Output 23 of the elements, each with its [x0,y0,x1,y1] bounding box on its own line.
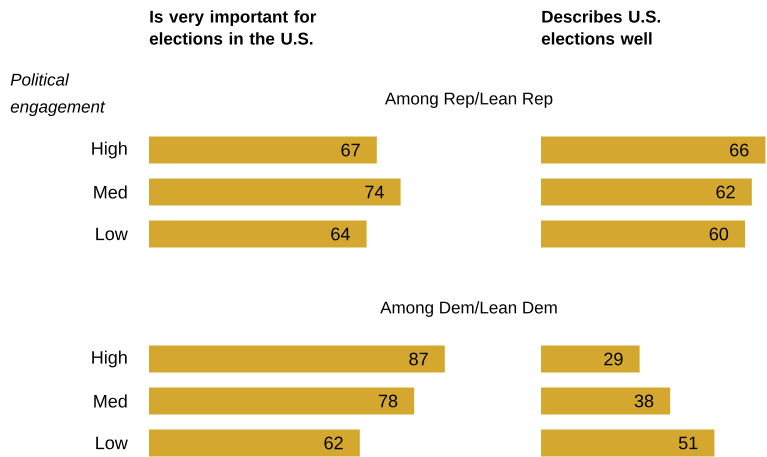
y-tick-label: Low [96,436,128,450]
data-label: 62 [716,186,735,198]
data-label: 60 [710,228,728,240]
text: Among Rep/Lean Rep [384,92,552,108]
data-label: 62 [324,436,343,450]
data-label: 29 [604,352,623,366]
y-tick-label: Low [96,228,128,240]
data-label: 67 [341,144,360,156]
y-tick-label: Med [94,394,127,408]
data-label: 74 [365,186,384,198]
data-label: 78 [378,394,398,408]
data-label: 64 [331,228,350,240]
data-label: 87 [409,352,428,366]
y-tick-label: High [92,350,127,368]
data-label: 66 [730,144,748,156]
chart-title: Describes U.S. elections well [542,10,660,45]
y-tick-label: Med [94,185,127,199]
y-axis-title: Political engagement [10,73,106,116]
chart-title: Is very important for elections in the U.S. [150,10,316,45]
chart-subtitle: Among Dem/Lean Dem [380,301,557,317]
data-label: 51 [678,436,698,450]
y-tick-label: High [92,142,127,158]
data-label: 38 [634,394,654,408]
